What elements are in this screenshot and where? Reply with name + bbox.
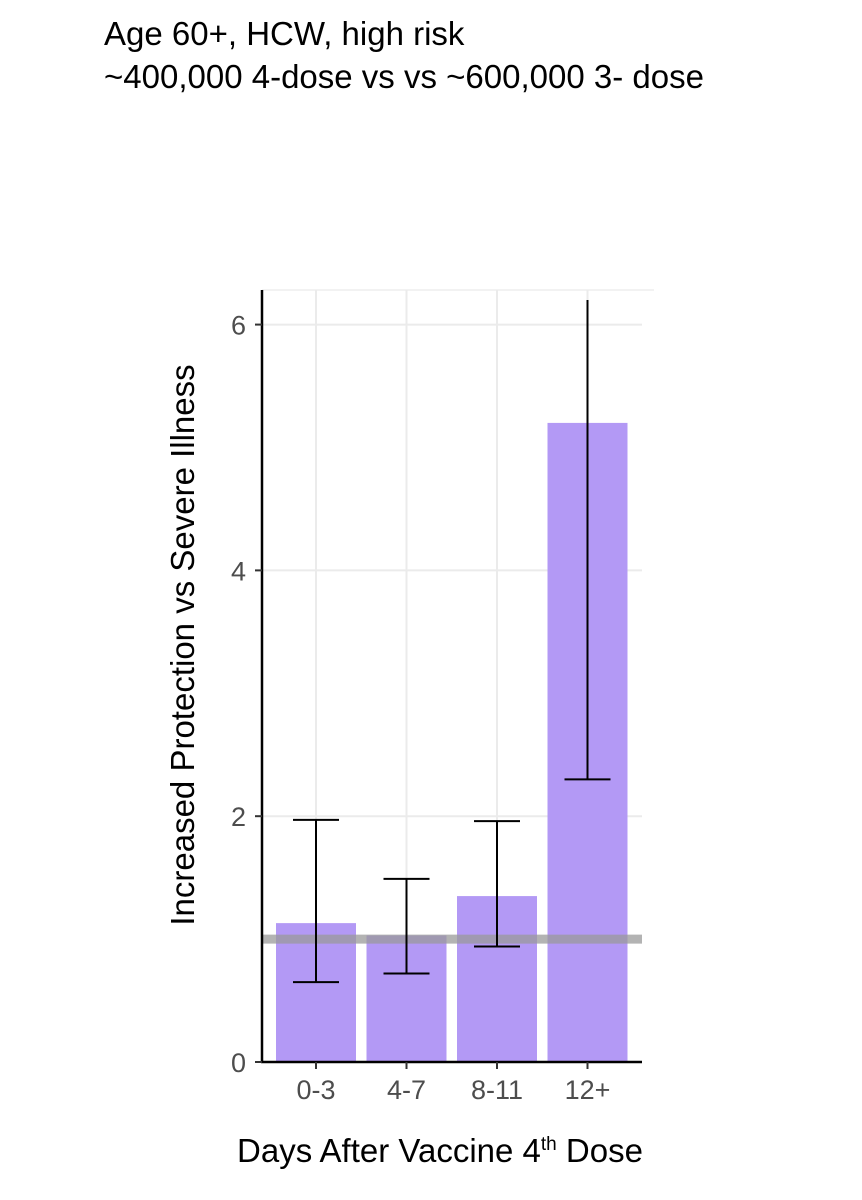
x-axis-label-main: Days After Vaccine 4	[237, 1132, 541, 1169]
y-tick-label: 6	[231, 311, 246, 341]
x-axis-label-superscript: th	[540, 1134, 557, 1155]
y-tick-label: 0	[231, 1048, 246, 1078]
chart-title: Age 60+, HCW, high risk ~400,000 4-dose …	[104, 12, 704, 98]
x-axis-label: Days After Vaccine 4th Dose	[0, 1132, 862, 1170]
x-tick-label: 12+	[565, 1075, 611, 1105]
x-tick-label: 0-3	[296, 1075, 335, 1105]
y-tick-label: 2	[231, 802, 246, 832]
y-tick-label: 4	[231, 556, 246, 586]
x-tick-label: 8-11	[471, 1075, 523, 1105]
title-line-2: ~400,000 4-dose vs vs ~600,000 3- dose	[104, 58, 704, 95]
title-line-1: Age 60+, HCW, high risk	[104, 15, 465, 52]
x-tick-label: 4-7	[387, 1075, 426, 1105]
x-axis-label-tail: Dose	[556, 1132, 643, 1169]
